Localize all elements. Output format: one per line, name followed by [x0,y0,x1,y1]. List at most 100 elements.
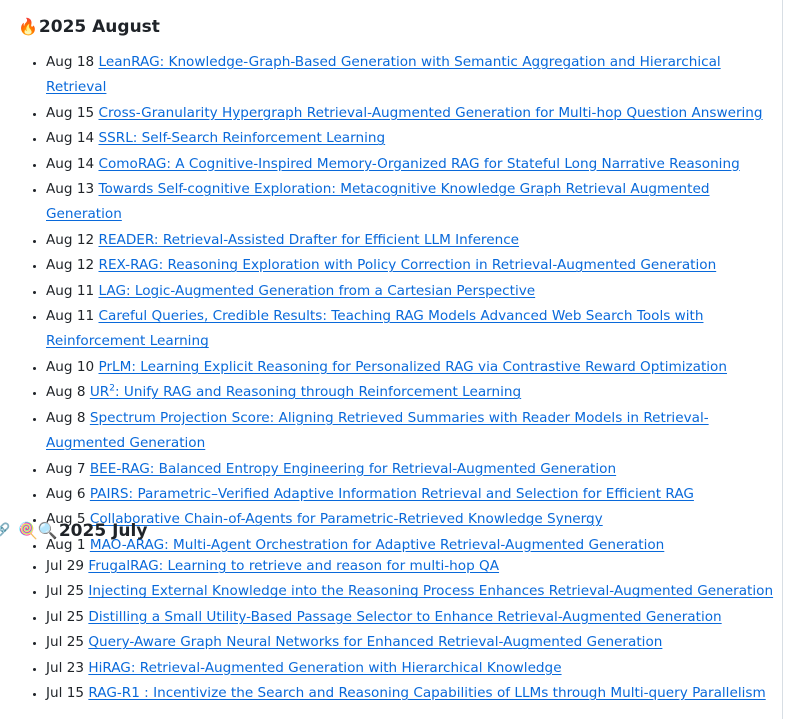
paper-title: Spectrum Projection Score: Aligning Retr… [46,409,709,452]
paper-date: Jul 15 [46,685,85,702]
section-title: 2025 July [58,521,148,541]
paper-link[interactable]: Towards Self-cognitive Exploration: Meta… [46,181,710,222]
paper-link[interactable]: Collaborative Chain-of-Agents for Parame… [90,511,603,527]
list-item: Aug 15 Cross-Granularity Hypergraph Retr… [46,101,780,126]
paper-link[interactable]: Injecting External Knowledge into the Re… [88,583,773,599]
title-prefix: UR [89,384,110,401]
list-item: Aug 8 Spectrum Projection Score: Alignin… [46,406,780,457]
fire-icon: 🔥 [18,17,38,36]
paper-title: LeanRAG: Knowledge-Graph-Based Generatio… [46,54,721,96]
list-item: Jul 25 Distilling a Small Utility-Based … [46,605,780,630]
paper-title: PrLM: Learning Explicit Reasoning for Pe… [98,358,728,375]
paper-link[interactable]: Query-Aware Graph Neural Networks for En… [88,634,662,650]
paper-link[interactable]: Cross-Granularity Hypergraph Retrieval-A… [99,105,763,121]
paper-title: : Unify RAG and Reasoning through Reinfo… [114,384,522,401]
list-item: Aug 7 BEE-RAG: Balanced Entropy Engineer… [46,457,780,482]
paper-title: HiRAG: Retrieval-Augmented Generation wi… [88,659,562,676]
paper-title: Collaborative Chain-of-Agents for Parame… [89,511,603,528]
paper-date: Jul 25 [46,608,85,625]
list-item: Jul 23 HiRAG: Retrieval-Augmented Genera… [46,656,780,681]
paper-title: BEE-RAG: Balanced Entropy Engineering fo… [89,460,617,477]
list-item: Aug 5 Collaborative Chain-of-Agents for … [46,507,780,532]
paper-date: Aug 8 [46,384,86,401]
paper-date: Aug 5 [46,511,86,528]
list-item: Aug 18 LeanRAG: Knowledge-Graph-Based Ge… [46,50,780,101]
list-item: Aug 10 PrLM: Learning Explicit Reasoning… [46,355,780,380]
paper-date: Aug 6 [46,485,86,502]
paper-link[interactable]: ComoRAG: A Cognitive-Inspired Memory-Org… [99,156,740,172]
paper-title: Cross-Granularity Hypergraph Retrieval-A… [98,104,763,121]
paper-date: Aug 11 [46,282,95,299]
paper-title: REX-RAG: Reasoning Exploration with Poli… [98,257,717,274]
paper-date: Aug 10 [46,358,95,375]
paper-date: Jul 29 [46,558,85,574]
paper-title: LAG: Logic-Augmented Generation from a C… [98,282,536,299]
paper-link[interactable]: READER: Retrieval-Assisted Drafter for E… [99,232,520,248]
paper-date: Aug 14 [46,130,95,147]
list-item: Aug 8 UR2: Unify RAG and Reasoning throu… [46,380,780,405]
paper-link[interactable]: SSRL: Self-Search Reinforcement Learning [99,130,386,146]
paper-title: Distilling a Small Utility-Based Passage… [88,608,722,625]
paper-link[interactable]: HiRAG: Retrieval-Augmented Generation wi… [88,660,561,676]
paper-title: MAO-ARAG: Multi-Agent Orchestration for … [89,536,665,553]
paper-date: Jul 25 [46,634,85,651]
paper-date: Aug 11 [46,308,95,325]
list-item: Aug 11 LAG: Logic-Augmented Generation f… [46,279,780,304]
paper-link[interactable]: MAO-ARAG: Multi-Agent Orchestration for … [90,537,664,553]
paper-title: READER: Retrieval-Assisted Drafter for E… [98,231,520,248]
list-item: Aug 11 Careful Queries, Credible Results… [46,304,780,355]
title-superscript: 2 [109,383,115,394]
paper-date: Aug 1 [46,536,86,553]
section-title: 2025 August [38,17,160,37]
list-item: Jul 25 Query-Aware Graph Neural Networks… [46,630,780,655]
paper-link[interactable]: PAIRS: Parametric–Verified Adaptive Info… [90,486,694,502]
paper-link[interactable]: Distilling a Small Utility-Based Passage… [88,609,721,625]
section-2025-august: 🔥2025 August Aug 18 LeanRAG: Knowledge-Gr… [0,14,780,558]
paper-link[interactable]: BEE-RAG: Balanced Entropy Engineering fo… [90,461,616,477]
anchor-link-icon[interactable]: 🔗 [0,523,11,538]
paper-title: Careful Queries, Credible Results: Teach… [46,308,704,350]
paper-date: Aug 12 [46,231,95,248]
paper-date: Jul 23 [46,659,85,676]
list-item: Aug 1 MAO-ARAG: Multi-Agent Orchestratio… [46,533,780,558]
paper-date: Aug 18 [46,54,95,70]
paper-date: Aug 13 [46,181,95,198]
section-heading: 🔗 🍭🔍 2025 July [0,518,780,544]
paper-link[interactable]: Careful Queries, Credible Results: Teach… [46,308,703,349]
paper-title: FrugalRAG: Learning to retrieve and reas… [88,558,500,574]
list-item: Jul 29 FrugalRAG: Learning to retrieve a… [46,554,780,579]
paper-date: Aug 14 [46,155,95,172]
section-2025-july: 🔗 🍭🔍2025 July Jul 29 FrugalRAG: Learning t… [0,518,780,706]
paper-date: Aug 12 [46,257,95,274]
paper-list: Jul 29 FrugalRAG: Learning to retrieve a… [0,554,780,706]
list-item: Aug 12 READER: Retrieval-Assisted Drafte… [46,228,780,253]
list-item: Aug 14 ComoRAG: A Cognitive-Inspired Mem… [46,152,780,177]
list-item: Aug 13 Towards Self-cognitive Exploratio… [46,177,780,228]
paper-list: Aug 18 LeanRAG: Knowledge-Graph-Based Ge… [0,50,780,558]
paper-link[interactable]: FrugalRAG: Learning to retrieve and reas… [88,558,499,574]
paper-link[interactable]: REX-RAG: Reasoning Exploration with Poli… [99,257,717,273]
paper-link[interactable]: PrLM: Learning Explicit Reasoning for Pe… [99,359,728,375]
paper-title: SSRL: Self-Search Reinforcement Learning [98,130,386,147]
list-item: Aug 12 REX-RAG: Reasoning Exploration wi… [46,253,780,278]
paper-title: Towards Self-cognitive Exploration: Meta… [46,181,710,223]
lollipop-magnifier-icon: 🍭🔍 [18,521,58,540]
list-item: Aug 6 PAIRS: Parametric–Verified Adaptiv… [46,482,780,507]
paper-date: Jul 25 [46,583,85,600]
content-border [782,0,783,719]
paper-date: Aug 8 [46,409,86,426]
paper-title: PAIRS: Parametric–Verified Adaptive Info… [89,485,694,502]
list-item: Aug 14 SSRL: Self-Search Reinforcement L… [46,126,780,151]
list-item: Jul 25 Injecting External Knowledge into… [46,579,780,604]
paper-link[interactable]: LeanRAG: Knowledge-Graph-Based Generatio… [46,54,721,95]
paper-link[interactable]: RAG-R1 : Incentivize the Search and Reas… [88,685,765,701]
paper-link[interactable]: LAG: Logic-Augmented Generation from a C… [99,283,536,299]
paper-title: Query-Aware Graph Neural Networks for En… [88,634,663,651]
paper-title: Injecting External Knowledge into the Re… [88,583,774,600]
paper-link[interactable]: Spectrum Projection Score: Aligning Retr… [46,410,709,451]
section-heading: 🔥 2025 August [0,14,780,40]
paper-date: Aug 15 [46,104,95,121]
list-item: Jul 15 RAG-R1 : Incentivize the Search a… [46,681,780,706]
paper-date: Aug 7 [46,460,86,477]
paper-link[interactable]: UR2: Unify RAG and Reasoning through Rei… [90,384,521,400]
